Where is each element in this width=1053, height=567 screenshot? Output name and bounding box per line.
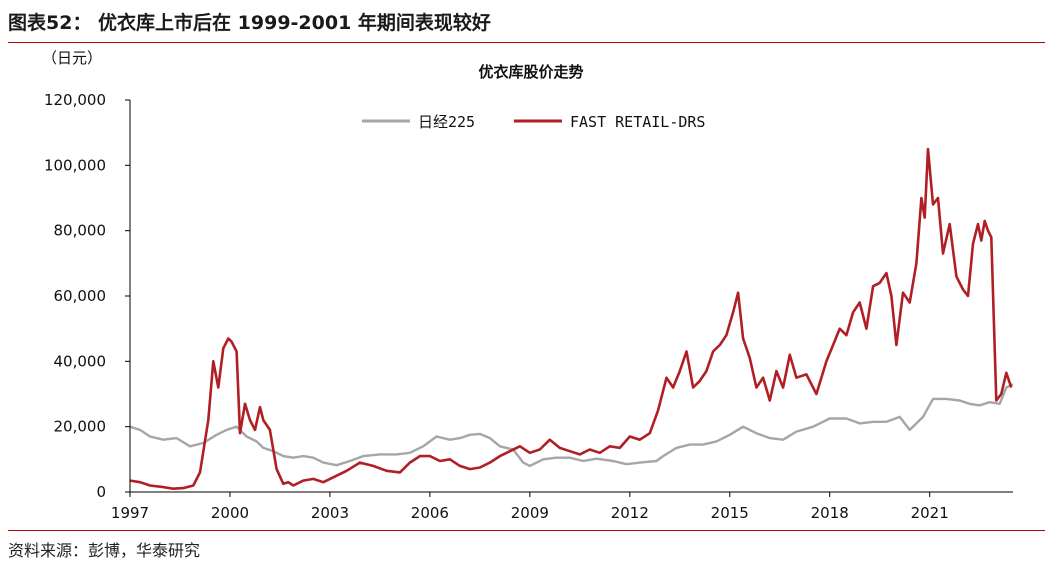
axes-layer: 0 20,000 40,000 60,000 80,000 100,000 120,000 1… (44, 91, 1013, 522)
chart-title: 优衣库股价走势 (478, 63, 583, 81)
series-line-fast-retail (129, 147, 1013, 491)
footer-divider (8, 530, 1045, 531)
y-tick-label: 0 (96, 483, 106, 501)
stock-price-chart: （日元） 优衣库股价走势 日经225 FAST RETAIL-DRS 0 20,00… (42, 49, 1014, 522)
legend-label: 日经225 (418, 113, 475, 131)
x-tick-label: 2003 (311, 504, 349, 522)
x-tick-label: 2018 (811, 504, 849, 522)
series-layer (129, 147, 1014, 491)
series-line-nikkei225 (129, 383, 1014, 468)
y-tick-label: 60,000 (54, 287, 107, 305)
y-axis-unit-label: （日元） (42, 49, 102, 67)
legend-item-nikkei225: 日经225 (362, 113, 475, 131)
x-tick-label: 1997 (111, 504, 149, 522)
x-tick-label: 2006 (411, 504, 449, 522)
y-tick-label: 40,000 (54, 352, 107, 370)
legend: 日经225 FAST RETAIL-DRS (362, 113, 705, 131)
y-tick-label: 100,000 (44, 156, 106, 174)
x-tick-label: 2009 (511, 504, 549, 522)
x-tick-label: 2012 (611, 504, 649, 522)
legend-item-fast-retail: FAST RETAIL-DRS (514, 113, 705, 131)
legend-label: FAST RETAIL-DRS (570, 113, 705, 131)
x-tick-label: 2000 (211, 504, 249, 522)
y-tick-label: 120,000 (44, 91, 106, 109)
x-tick-label: 2021 (911, 504, 949, 522)
title-divider (8, 42, 1045, 43)
source-note: 资料来源：彭博，华泰研究 (8, 541, 201, 560)
figure-title: 图表52： 优衣库上市后在 1999-2001 年期间表现较好 (8, 12, 491, 34)
x-tick-label: 2015 (711, 504, 749, 522)
y-tick-label: 20,000 (54, 418, 107, 436)
y-tick-label: 80,000 (54, 222, 107, 240)
